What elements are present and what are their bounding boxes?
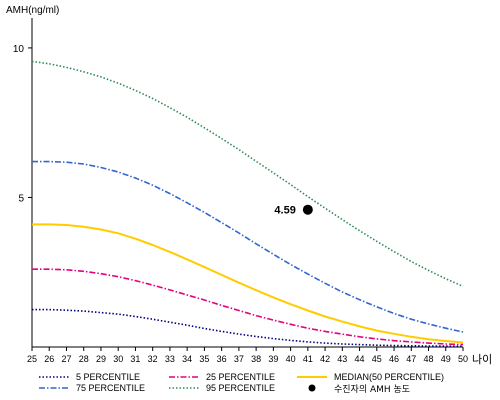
x-tick-label: 43 — [337, 354, 347, 364]
y-tick-label: 10 — [13, 44, 25, 55]
legend-item: 수진자의 AMH 농도 — [296, 382, 411, 395]
legend-swatch — [39, 387, 69, 389]
series-line-25-percentile — [32, 268, 464, 346]
x-tick-label: 50 — [458, 354, 468, 364]
x-tick-label: 42 — [320, 354, 330, 364]
x-axis-label: 나이 — [472, 353, 492, 366]
x-tick-label: 34 — [182, 354, 192, 364]
x-tick-label: 33 — [165, 354, 175, 364]
x-tick-label: 41 — [303, 354, 313, 364]
y-tick-label: 5 — [18, 193, 24, 204]
legend-marker-swatch — [308, 384, 316, 392]
y-axis-label: AMH(ng/ml) — [6, 5, 59, 16]
x-tick-label: 35 — [199, 354, 209, 364]
patient-amh-marker — [302, 204, 313, 215]
legend-label: 25 PERCENTILE — [206, 372, 276, 382]
x-tick-label: 37 — [234, 354, 244, 364]
x-tick-label: 26 — [44, 354, 54, 364]
patient-amh-value-label: 4.59 — [274, 205, 295, 217]
x-tick-label: 40 — [286, 354, 296, 364]
x-tick-label: 29 — [96, 354, 106, 364]
series-line-75-percentile — [32, 160, 464, 333]
x-tick-label: 30 — [113, 354, 123, 364]
legend-swatch — [39, 376, 69, 378]
legend-label: 75 PERCENTILE — [76, 383, 146, 393]
x-tick-label: 27 — [61, 354, 71, 364]
x-tick-label: 31 — [130, 354, 140, 364]
series-line-5-percentile — [32, 308, 464, 348]
x-tick-label: 48 — [424, 354, 434, 364]
legend-swatch — [297, 376, 327, 378]
legend-swatch — [169, 387, 199, 389]
x-tick-label: 47 — [406, 354, 416, 364]
legend-item: 5 PERCENTILE — [38, 371, 140, 383]
x-tick-label: 46 — [389, 354, 399, 364]
legend-item: 95 PERCENTILE — [168, 382, 275, 394]
x-tick-label: 36 — [217, 354, 227, 364]
x-tick-label: 39 — [268, 354, 278, 364]
chart-legend: 5 PERCENTILE 25 PERCENTILE MEDIAN(50 PERCE… — [38, 371, 478, 395]
x-tick-label: 45 — [372, 354, 382, 364]
x-tick-label: 38 — [251, 354, 261, 364]
legend-item: 75 PERCENTILE — [38, 382, 145, 394]
x-tick-label: 25 — [27, 354, 37, 364]
legend-label: 5 PERCENTILE — [76, 372, 141, 382]
legend-swatch — [169, 376, 199, 378]
series-line-median-50-percentile — [32, 223, 464, 344]
x-tick-label: 32 — [148, 354, 158, 364]
x-tick-label: 44 — [355, 354, 365, 364]
x-tick-label: 49 — [441, 354, 451, 364]
legend-label: 수진자의 AMH 농도 — [334, 384, 411, 395]
series-line-95-percentile — [31, 60, 464, 288]
x-tick-label: 28 — [79, 354, 89, 364]
legend-item: MEDIAN(50 PERCENTILE) — [296, 371, 444, 383]
legend-label: MEDIAN(50 PERCENTILE) — [334, 372, 445, 382]
legend-item: 25 PERCENTILE — [168, 371, 275, 383]
legend-label: 95 PERCENTILE — [206, 383, 276, 393]
